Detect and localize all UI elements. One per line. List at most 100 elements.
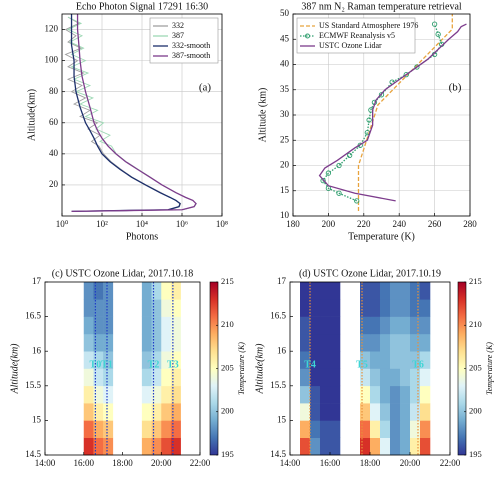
heat-cell: [93, 437, 104, 456]
point: [336, 190, 342, 196]
heat-cell: [151, 403, 162, 421]
heat-cell: [161, 437, 172, 456]
heat-cell: [170, 299, 181, 317]
heat-cell: [170, 385, 181, 404]
heat-cell: [83, 403, 94, 421]
colorbar-tick-label: 200: [469, 406, 482, 416]
heat-cell: [400, 403, 411, 421]
chart-title: 387 nm N₂ Raman temperature retrieval: [301, 1, 462, 12]
y-tick-label: 15.5: [25, 380, 41, 390]
heat-cell: [300, 351, 311, 369]
heat-cell: [141, 403, 152, 421]
colorbar-label: Temperature (K): [237, 342, 246, 395]
point: [403, 71, 409, 78]
heat-cell: [330, 385, 341, 404]
y-tick-label: 16: [32, 345, 42, 355]
heat-cell: [161, 368, 172, 387]
heat-cell: [310, 282, 321, 300]
heat-cell: [141, 333, 152, 352]
marker-label: T3: [167, 359, 179, 370]
point: [431, 21, 438, 27]
x-tick-label: 18:00: [360, 458, 381, 468]
heat-cell: [330, 420, 341, 438]
marker-label: T1: [101, 359, 113, 370]
chart-title: (c) USTC Ozone Lidar, 2017.10.18: [52, 268, 194, 279]
heat-cell: [370, 368, 381, 387]
heat-cell: [310, 316, 321, 335]
y-tick-label: 10: [280, 210, 290, 220]
heat-cell: [380, 368, 391, 387]
heat-cell: [370, 351, 381, 369]
heat-cell: [161, 385, 172, 404]
y-tick-label: 50: [280, 8, 290, 18]
heat-cell: [320, 282, 331, 300]
y-tick-label: 15: [280, 185, 290, 195]
x-tick-label: 200: [322, 219, 336, 229]
heat-cell: [360, 437, 371, 456]
y-axis-label: Altitude (km): [257, 88, 268, 143]
x-tick-label: 16:00: [73, 458, 94, 468]
point: [354, 198, 360, 204]
x-tick-label: 14:00: [35, 458, 56, 468]
heat-cell: [310, 351, 321, 369]
y-axis-label: Altitude(km): [26, 89, 37, 141]
heat-cell: [400, 351, 411, 369]
heat-cell: [360, 420, 371, 438]
x-tick-label: 10⁰: [56, 219, 69, 229]
heat-cell: [410, 299, 421, 317]
heat-cell: [380, 385, 391, 404]
heat-cell: [141, 351, 152, 369]
x-tick-label: 180: [286, 219, 300, 229]
heat-cell: [103, 333, 114, 352]
y-tick-label: 40: [280, 59, 290, 69]
heat-cell: [330, 368, 341, 387]
y-tick-label: 20: [49, 179, 59, 189]
point: [378, 92, 385, 98]
y-tick-label: 25: [280, 134, 290, 144]
heat-cell: [400, 368, 411, 387]
heat-cell: [300, 333, 311, 352]
heat-cell: [370, 403, 381, 421]
heat-cell: [151, 351, 162, 369]
heat-cell: [93, 333, 104, 352]
heat-cell: [390, 299, 401, 317]
y-tick-label: 15.5: [270, 380, 286, 390]
heat-cell: [420, 437, 431, 456]
heat-cell: [410, 403, 421, 421]
heat-cell: [400, 437, 411, 456]
series-line: [322, 23, 443, 202]
y-tick-label: 120: [45, 24, 59, 34]
heat-cell: [360, 368, 371, 387]
colorbar-tick-label: 215: [469, 276, 482, 286]
heat-cell: [330, 351, 341, 369]
heat-cell: [83, 368, 94, 387]
heat-cell: [380, 299, 391, 317]
series-line: [357, 14, 453, 211]
heat-cell: [380, 420, 391, 438]
heat-cell: [141, 420, 152, 438]
x-tick-label: 260: [428, 219, 442, 229]
heat-cell: [151, 282, 162, 300]
heat-cell: [141, 299, 152, 317]
heat-cell: [170, 351, 181, 369]
legend-label: USTC Ozone Lidar: [319, 41, 382, 50]
heat-cell: [320, 299, 331, 317]
plot-frame: [44, 281, 201, 456]
heat-cell: [400, 333, 411, 352]
heat-cell: [420, 316, 431, 335]
heat-cell: [320, 316, 331, 335]
x-tick-label: 18:00: [112, 458, 133, 468]
heat-cell: [310, 368, 321, 387]
heat-cell: [420, 299, 431, 317]
heat-cell: [151, 333, 162, 352]
heat-cell: [360, 351, 371, 369]
heat-cell: [320, 437, 331, 456]
marker-label: T6: [412, 359, 424, 370]
colorbar-label: Temperature (K): [485, 342, 494, 395]
heat-cell: [320, 403, 331, 421]
series-line: [71, 14, 197, 212]
heat-cell: [310, 385, 321, 404]
heat-cell: [400, 316, 411, 335]
heat-cell: [410, 351, 421, 369]
heat-cell: [310, 437, 321, 456]
